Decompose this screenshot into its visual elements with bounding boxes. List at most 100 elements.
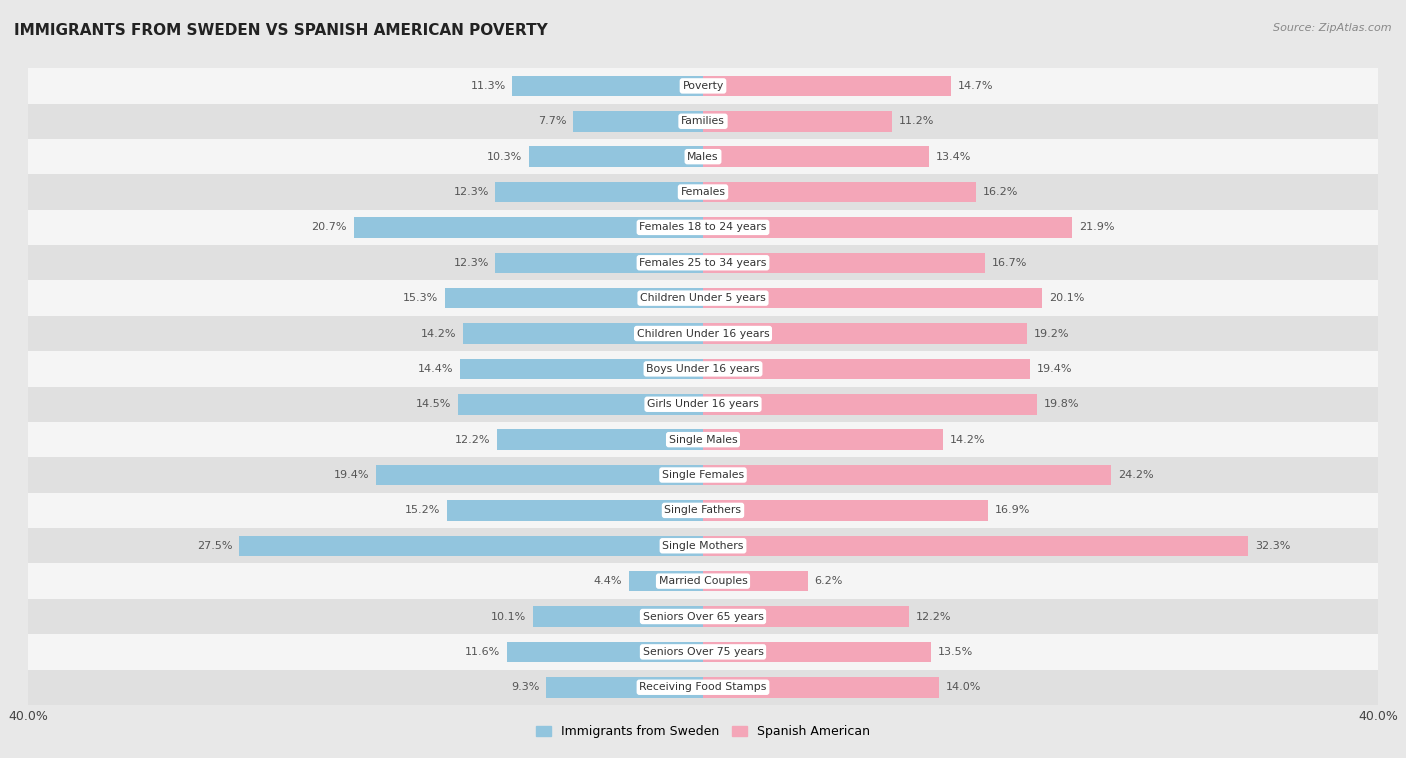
Bar [239, 535, 703, 556]
Bar [703, 606, 908, 627]
Text: Seniors Over 75 years: Seniors Over 75 years [643, 647, 763, 657]
Text: 16.7%: 16.7% [991, 258, 1026, 268]
Text: 13.5%: 13.5% [938, 647, 973, 657]
Bar [703, 111, 891, 132]
Bar [529, 146, 703, 167]
Bar [28, 563, 1378, 599]
Bar [354, 217, 703, 238]
Text: Boys Under 16 years: Boys Under 16 years [647, 364, 759, 374]
Bar [464, 323, 703, 344]
Bar [703, 76, 950, 96]
Bar [28, 174, 1378, 210]
Text: 14.2%: 14.2% [949, 434, 984, 445]
Bar [498, 429, 703, 450]
Bar [703, 146, 929, 167]
Text: 13.4%: 13.4% [936, 152, 972, 161]
Bar [28, 422, 1378, 457]
Text: 6.2%: 6.2% [814, 576, 842, 586]
Bar [460, 359, 703, 379]
Text: 12.2%: 12.2% [915, 612, 950, 622]
Bar [703, 465, 1111, 485]
Bar [28, 669, 1378, 705]
Bar [546, 677, 703, 697]
Text: Females: Females [681, 187, 725, 197]
Text: 32.3%: 32.3% [1254, 540, 1291, 551]
Text: Single Fathers: Single Fathers [665, 506, 741, 515]
Text: 21.9%: 21.9% [1080, 222, 1115, 233]
Bar [703, 677, 939, 697]
Bar [703, 217, 1073, 238]
Bar [28, 245, 1378, 280]
Text: 19.4%: 19.4% [333, 470, 368, 480]
Bar [28, 139, 1378, 174]
Bar [28, 316, 1378, 351]
Bar [574, 111, 703, 132]
Legend: Immigrants from Sweden, Spanish American: Immigrants from Sweden, Spanish American [531, 720, 875, 744]
Bar [703, 535, 1249, 556]
Text: Girls Under 16 years: Girls Under 16 years [647, 399, 759, 409]
Bar [495, 252, 703, 273]
Text: Seniors Over 65 years: Seniors Over 65 years [643, 612, 763, 622]
Text: Single Mothers: Single Mothers [662, 540, 744, 551]
Text: 14.5%: 14.5% [416, 399, 451, 409]
Text: 7.7%: 7.7% [538, 116, 567, 127]
Bar [28, 210, 1378, 245]
Bar [447, 500, 703, 521]
Bar [703, 288, 1042, 309]
Bar [533, 606, 703, 627]
Bar [508, 641, 703, 662]
Bar [512, 76, 703, 96]
Bar [495, 182, 703, 202]
Text: 19.2%: 19.2% [1033, 328, 1069, 339]
Bar [628, 571, 703, 591]
Bar [28, 104, 1378, 139]
Text: Married Couples: Married Couples [658, 576, 748, 586]
Text: Children Under 5 years: Children Under 5 years [640, 293, 766, 303]
Text: Females 18 to 24 years: Females 18 to 24 years [640, 222, 766, 233]
Bar [703, 252, 984, 273]
Bar [28, 457, 1378, 493]
Text: 14.2%: 14.2% [422, 328, 457, 339]
Bar [28, 68, 1378, 104]
Text: Males: Males [688, 152, 718, 161]
Bar [444, 288, 703, 309]
Text: 20.7%: 20.7% [312, 222, 347, 233]
Bar [28, 493, 1378, 528]
Text: Receiving Food Stamps: Receiving Food Stamps [640, 682, 766, 692]
Bar [28, 634, 1378, 669]
Bar [28, 528, 1378, 563]
Text: Source: ZipAtlas.com: Source: ZipAtlas.com [1274, 23, 1392, 33]
Text: 16.2%: 16.2% [983, 187, 1018, 197]
Text: Children Under 16 years: Children Under 16 years [637, 328, 769, 339]
Text: 14.4%: 14.4% [418, 364, 453, 374]
Bar [28, 387, 1378, 422]
Text: Families: Families [681, 116, 725, 127]
Text: Single Males: Single Males [669, 434, 737, 445]
Bar [703, 571, 807, 591]
Text: 4.4%: 4.4% [593, 576, 621, 586]
Text: 20.1%: 20.1% [1049, 293, 1084, 303]
Text: 12.3%: 12.3% [453, 258, 489, 268]
Text: 10.3%: 10.3% [488, 152, 523, 161]
Text: Single Females: Single Females [662, 470, 744, 480]
Text: 9.3%: 9.3% [510, 682, 540, 692]
Bar [703, 429, 942, 450]
Text: IMMIGRANTS FROM SWEDEN VS SPANISH AMERICAN POVERTY: IMMIGRANTS FROM SWEDEN VS SPANISH AMERIC… [14, 23, 548, 38]
Text: Poverty: Poverty [682, 81, 724, 91]
Text: 27.5%: 27.5% [197, 540, 232, 551]
Text: 11.6%: 11.6% [465, 647, 501, 657]
Bar [28, 599, 1378, 634]
Text: 11.2%: 11.2% [898, 116, 934, 127]
Text: 19.8%: 19.8% [1043, 399, 1080, 409]
Text: 10.1%: 10.1% [491, 612, 526, 622]
Text: 11.3%: 11.3% [471, 81, 506, 91]
Text: 12.3%: 12.3% [453, 187, 489, 197]
Text: 16.9%: 16.9% [995, 506, 1031, 515]
Bar [703, 323, 1026, 344]
Bar [703, 359, 1031, 379]
Text: 14.7%: 14.7% [957, 81, 993, 91]
Bar [28, 351, 1378, 387]
Text: 12.2%: 12.2% [456, 434, 491, 445]
Text: Females 25 to 34 years: Females 25 to 34 years [640, 258, 766, 268]
Bar [375, 465, 703, 485]
